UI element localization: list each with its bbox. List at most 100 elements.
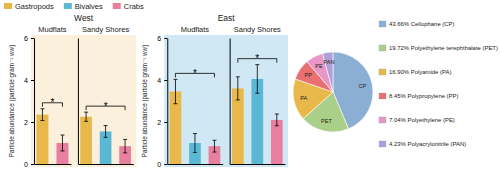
slice-label: PAN	[324, 59, 335, 65]
legend-swatch	[379, 69, 386, 75]
legend-item: 8.45% Polypropylene (PP)	[379, 93, 458, 99]
legend-label: 8.45% Polypropylene (PP)	[389, 93, 458, 99]
y-axis	[230, 39, 231, 165]
legend-item: Crabs	[113, 2, 144, 11]
pie-slice	[322, 52, 333, 92]
y-tick: 2	[24, 119, 34, 126]
panel-title: Mudflats	[38, 25, 67, 34]
pie-chart: CP PET PA PPPEPAN	[293, 52, 373, 132]
x-axis-line	[78, 164, 133, 165]
slice-label: CP	[359, 83, 367, 89]
error-bar	[212, 140, 216, 152]
x-axis-line	[168, 164, 223, 165]
error-bar	[275, 114, 279, 126]
y-tick: 4	[24, 77, 34, 84]
legend-swatch	[64, 3, 72, 9]
panel: *Sandy Shores	[230, 25, 285, 165]
legend-swatch	[4, 3, 12, 9]
panel: * Sandy Shores	[78, 25, 133, 165]
legend-label: Gastropods	[15, 2, 54, 11]
region-label: West	[74, 13, 94, 23]
y-tick-label: 4	[157, 77, 161, 84]
slice-label: PA	[300, 95, 307, 101]
legend-label: 7.04% Polyethylene (PE)	[389, 117, 455, 123]
y-tick-label: 4	[24, 77, 28, 84]
slice-label: PP	[305, 72, 313, 78]
y-tick-label: 2	[24, 119, 28, 126]
marks	[170, 73, 221, 164]
bar	[36, 115, 48, 164]
legend: Gastropods Bivalves Crabs	[4, 2, 144, 11]
legend-label: 16.90% Polyamide (PA)	[389, 69, 451, 75]
legend-swatch	[379, 117, 386, 123]
y-tick-mark	[31, 164, 34, 165]
legend-swatch	[379, 45, 386, 51]
y-tick-mark	[164, 80, 167, 81]
y-tick: 6	[24, 35, 34, 42]
y-tick-mark	[31, 80, 34, 81]
legend-item: 19.72% Polyethylene terephthalate (PET)	[379, 45, 498, 51]
legend-item: 7.04% Polyethylene (PE)	[379, 117, 455, 123]
legend-item: 4.23% Polyacrylonitrile (PAN)	[379, 141, 466, 147]
y-tick-mark	[164, 38, 167, 39]
error-bar	[173, 79, 177, 103]
legend-item: Gastropods	[4, 2, 54, 11]
y-tick-label: 6	[24, 35, 28, 42]
error-bar	[193, 134, 197, 153]
y-tick: 6	[157, 35, 167, 42]
bar	[80, 117, 92, 164]
bar-chart: WestEast*0246Particle abundance (particl…	[4, 2, 288, 168]
legend-item: Bivalves	[64, 2, 103, 11]
x-axis	[230, 164, 285, 165]
error-bar	[60, 135, 64, 151]
slice-label: PET	[321, 118, 332, 124]
y-axis-title: Particle abundance (particle gram⁻¹ ww)	[8, 45, 16, 158]
y-axis: 0 2 4 6	[24, 35, 34, 168]
y-tick: 4	[157, 77, 167, 84]
y-axis-line	[167, 39, 168, 165]
region-background	[31, 35, 136, 167]
error-bar	[84, 112, 88, 121]
y-tick: 0	[24, 161, 34, 168]
panel: * 0 2 4 6 Particle abundance (particle gram⁻¹…	[8, 25, 71, 168]
panel-title: Mudflats	[181, 25, 210, 34]
y-tick-label: 0	[24, 161, 28, 168]
panel: *0246Particle abundance (particle gram⁻¹…	[141, 25, 223, 168]
y-axis-line	[230, 39, 231, 165]
error-bar	[255, 65, 259, 94]
marks	[80, 106, 131, 164]
x-axis	[78, 164, 133, 165]
y-tick: 2	[157, 119, 167, 126]
error-bar	[236, 77, 240, 100]
legend-swatch	[379, 21, 386, 27]
legend-item: 43.66% Cellophane (CP)	[379, 21, 455, 27]
legend-item: 16.90% Polyamide (PA)	[379, 69, 451, 75]
marks	[232, 59, 283, 164]
legend-label: 4.23% Polyacrylonitrile (PAN)	[389, 141, 466, 147]
y-tick-label: 6	[157, 35, 161, 42]
legend-label: Bivalves	[75, 2, 103, 11]
y-tick: 0	[157, 161, 167, 168]
panel-title: Sandy Shores	[82, 25, 129, 34]
x-axis	[168, 164, 223, 165]
legend-label: 19.72% Polyethylene terephthalate (PET)	[389, 45, 498, 51]
slice-label: PE	[315, 62, 323, 68]
marks	[36, 103, 68, 164]
error-bar	[40, 109, 44, 121]
y-tick-label: 2	[157, 119, 161, 126]
y-axis-line	[34, 39, 35, 165]
significance-label: *	[104, 101, 108, 112]
bar	[271, 120, 283, 164]
y-tick-label: 0	[157, 161, 161, 168]
y-axis-title: Particle abundance (particle gram⁻¹ ww)	[141, 45, 149, 158]
y-tick-mark	[31, 122, 34, 123]
pie-legend: 43.66% Cellophane (CP) 19.72% Polyethylen…	[379, 21, 498, 147]
legend-swatch	[379, 141, 386, 147]
chart-root: WestEast*0246Particle abundance (particl…	[0, 0, 500, 174]
significance-label: *	[255, 53, 259, 64]
error-bar	[123, 139, 127, 152]
region-background	[164, 35, 288, 167]
y-tick-mark	[164, 164, 167, 165]
legend-swatch	[113, 3, 121, 9]
significance-label: *	[51, 97, 55, 108]
